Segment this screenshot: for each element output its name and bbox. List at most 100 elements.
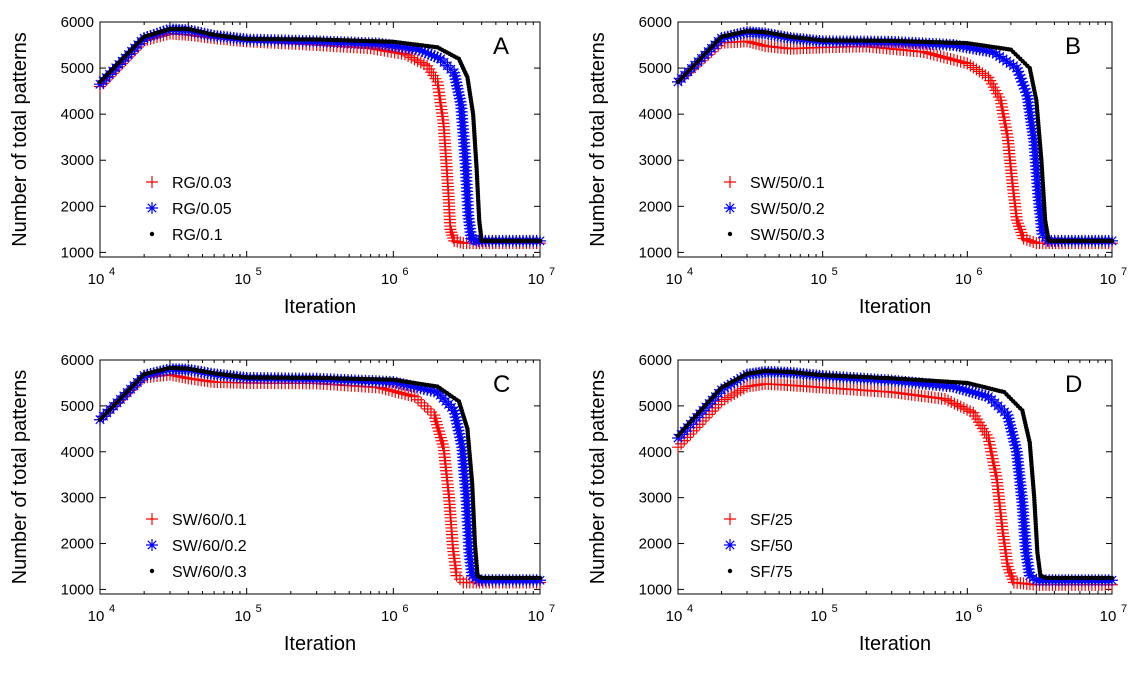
data-point xyxy=(1003,415,1016,428)
x-tick-label: 10 xyxy=(381,271,398,288)
data-point xyxy=(995,97,1008,110)
data-point xyxy=(454,236,467,249)
data-point xyxy=(428,409,441,422)
data-point xyxy=(947,53,960,66)
data-point xyxy=(449,73,462,86)
data-point xyxy=(950,381,963,394)
y-tick-label: 4000 xyxy=(61,106,94,123)
data-point xyxy=(1020,86,1033,99)
data-point xyxy=(1018,82,1031,95)
legend-marker xyxy=(724,513,736,525)
legend-label: RG/0.1 xyxy=(172,227,223,244)
data-point xyxy=(731,386,744,399)
x-tick-label: 10 xyxy=(666,271,683,288)
data-point xyxy=(994,94,1007,107)
data-point xyxy=(973,416,986,429)
data-point xyxy=(429,72,442,85)
data-point xyxy=(451,421,464,434)
x-tick-label: 10 xyxy=(666,608,683,625)
data-point xyxy=(1001,560,1014,573)
y-tick-label: 1000 xyxy=(639,581,672,598)
legend-label: SW/50/0.2 xyxy=(750,201,825,218)
legend-entry: SW/60/0.3 xyxy=(149,564,247,581)
data-point xyxy=(450,79,463,92)
data-point xyxy=(728,387,741,400)
y-tick-label: 5000 xyxy=(639,398,672,415)
data-point xyxy=(408,53,421,66)
data-point xyxy=(954,400,967,413)
data-point xyxy=(725,389,738,402)
data-point xyxy=(976,422,989,435)
x-tick-label: 10 xyxy=(234,608,251,625)
data-point xyxy=(425,48,438,61)
data-point xyxy=(967,61,980,74)
data-point xyxy=(424,384,437,397)
y-tick-label: 5000 xyxy=(61,398,94,415)
y-tick-label: 1000 xyxy=(639,244,672,261)
axes-frame xyxy=(99,359,541,595)
data-point xyxy=(985,77,998,90)
x-tick-label: 10 xyxy=(528,608,545,625)
data-point xyxy=(1012,65,1025,78)
data-point xyxy=(534,574,546,587)
data-point xyxy=(996,104,1009,117)
data-point xyxy=(984,74,997,87)
x-tick-exponent: 4 xyxy=(687,603,693,615)
data-point xyxy=(448,404,461,417)
data-point xyxy=(423,63,436,75)
legend-marker xyxy=(149,568,155,574)
legend-label: SF/50 xyxy=(750,538,793,555)
y-tick-label: 6000 xyxy=(639,352,672,369)
data-point xyxy=(957,56,970,69)
data-point xyxy=(432,425,445,438)
y-tick-label: 4000 xyxy=(639,106,672,123)
data-point xyxy=(436,437,449,450)
data-point xyxy=(718,393,731,406)
data-point xyxy=(1000,55,1013,68)
data-point xyxy=(379,383,392,396)
legend-marker xyxy=(724,202,736,214)
data-point xyxy=(944,53,957,66)
y-axis-label: Number of total patterns xyxy=(587,370,609,585)
data-point xyxy=(389,385,402,398)
data-point xyxy=(451,235,464,248)
data-point xyxy=(941,52,954,65)
data-point xyxy=(448,234,461,247)
data-point xyxy=(402,389,415,402)
legend-entry: SF/75 xyxy=(727,564,793,581)
data-point xyxy=(428,50,441,63)
y-tick-label: 1000 xyxy=(61,581,94,598)
series-SW/60/0.1 xyxy=(94,368,546,589)
legend-label: RG/0.05 xyxy=(172,201,232,218)
legend-label: SW/50/0.1 xyxy=(750,175,825,192)
data-point xyxy=(429,412,442,425)
data-point xyxy=(386,384,399,397)
data-point xyxy=(435,434,448,447)
data-point xyxy=(450,76,463,89)
data-point xyxy=(434,431,447,444)
series-SW/60/0.2 xyxy=(94,363,546,587)
data-point xyxy=(990,48,1003,61)
data-point xyxy=(721,391,734,404)
data-point xyxy=(1010,62,1023,75)
y-tick-label: 6000 xyxy=(61,14,94,31)
data-point xyxy=(405,389,418,402)
x-tick-label: 10 xyxy=(381,608,398,625)
data-point xyxy=(451,417,464,430)
x-tick-exponent: 5 xyxy=(832,266,838,278)
y-tick-label: 2000 xyxy=(61,198,94,215)
data-point xyxy=(537,238,543,244)
x-tick-exponent: 6 xyxy=(402,266,408,278)
data-point xyxy=(450,569,463,582)
data-point xyxy=(753,38,766,51)
data-point xyxy=(964,59,977,72)
y-tick-label: 1000 xyxy=(61,244,94,261)
data-point xyxy=(972,387,985,400)
data-point xyxy=(414,56,427,69)
x-tick-exponent: 6 xyxy=(976,603,982,615)
data-point xyxy=(1006,429,1019,442)
data-point xyxy=(397,378,410,391)
data-point xyxy=(995,101,1008,114)
data-point xyxy=(1012,217,1024,230)
data-point xyxy=(997,111,1010,124)
